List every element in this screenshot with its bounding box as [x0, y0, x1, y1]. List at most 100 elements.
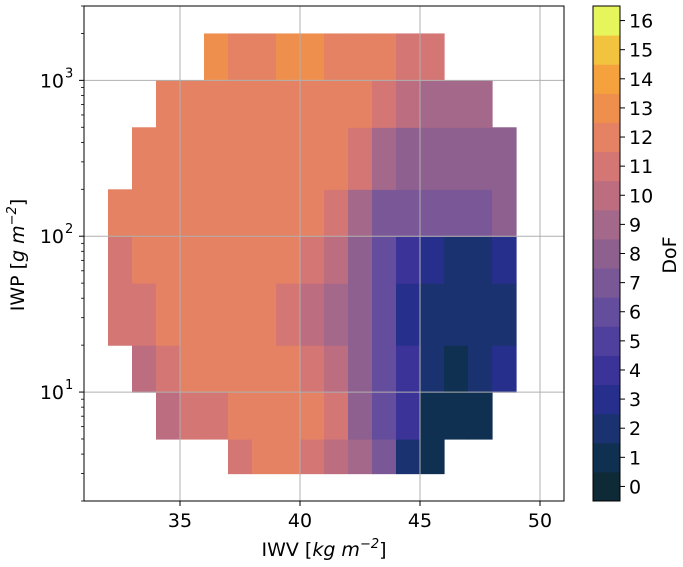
y-axis-label: IWP [g m−2]: [5, 199, 29, 312]
y-tick-base: 10: [40, 70, 64, 92]
colorbar-segment: [593, 122, 620, 153]
x-axis-label-close: ]: [379, 539, 386, 561]
heatmap-cell: [468, 283, 493, 346]
y-tick-exponent: 2: [65, 222, 73, 237]
heatmap-cell: [252, 392, 277, 440]
x-tick-label: 45: [408, 510, 432, 532]
heatmap-cell: [156, 127, 181, 190]
colorbar-segment: [593, 442, 620, 473]
y-tick-exponent: 1: [65, 378, 73, 393]
x-axis-label-exponent: −2: [360, 537, 379, 552]
colorbar-tick-label: 2: [629, 418, 641, 440]
heatmap-cell: [252, 33, 277, 81]
heatmap-cell: [204, 283, 229, 346]
heatmap-cell: [444, 127, 469, 190]
heatmap-cell: [276, 80, 301, 128]
colorbar: [593, 6, 620, 502]
heatmap-cell: [420, 392, 445, 440]
heatmap-cell: [156, 189, 181, 237]
heatmap-cell: [156, 345, 181, 393]
x-axis-ticks: 35 40 45 50: [168, 501, 552, 532]
heatmap-cell: [276, 283, 301, 346]
heatmap-cell: [108, 189, 133, 237]
heatmap-cell: [420, 438, 445, 475]
heatmap-cell: [180, 80, 205, 128]
heatmap-cell: [420, 33, 445, 81]
heatmap-cell: [156, 236, 181, 284]
heatmap-cell: [348, 392, 373, 440]
heatmap-cell: [396, 438, 421, 475]
heatmap-cell: [276, 33, 301, 81]
heatmap-cell: [156, 283, 181, 346]
heatmap-cell: [396, 345, 421, 393]
heatmap-cell: [276, 345, 301, 393]
colorbar-segment: [593, 238, 620, 269]
heatmap-cell: [468, 345, 493, 393]
heatmap-cell: [324, 33, 349, 81]
x-tick-label: 35: [168, 510, 192, 532]
heatmap-cell: [228, 236, 253, 284]
y-tick-base: 10: [40, 382, 64, 404]
heatmap-cell: [348, 189, 373, 237]
colorbar-tick-label: 6: [629, 302, 641, 324]
heatmap-cell: [444, 236, 469, 284]
heatmap-cell: [348, 127, 373, 190]
heatmap-cells: [108, 33, 517, 475]
colorbar-tick-label: 16: [629, 11, 653, 33]
heatmap-cell: [300, 392, 325, 440]
heatmap-cell: [444, 80, 469, 128]
heatmap-cell: [204, 80, 229, 128]
heatmap-cell: [228, 345, 253, 393]
colorbar-segment: [593, 384, 620, 415]
heatmap-cell: [180, 236, 205, 284]
heatmap-cell: [468, 189, 493, 237]
heatmap-cell: [444, 392, 469, 440]
heatmap-cell: [372, 236, 397, 284]
heatmap-cell: [252, 189, 277, 237]
heatmap-cell: [156, 80, 181, 128]
colorbar-tick-label: 15: [629, 40, 653, 62]
heatmap-cell: [132, 283, 157, 346]
colorbar-tick-label: 0: [629, 476, 641, 498]
colorbar-tick-label: 3: [629, 389, 641, 411]
heatmap-cell: [348, 345, 373, 393]
colorbar-segment: [593, 471, 620, 502]
colorbar-segment: [593, 413, 620, 444]
heatmap-cell: [252, 236, 277, 284]
heatmap-cell: [204, 345, 229, 393]
heatmap-cell: [468, 392, 493, 440]
colorbar-tick-label: 10: [629, 185, 653, 207]
heatmap-cell: [228, 392, 253, 440]
y-tick-base: 10: [40, 226, 64, 248]
heatmap-cell: [300, 127, 325, 190]
y-tick-label: 10: [40, 226, 64, 248]
heatmap-cell: [228, 127, 253, 190]
heatmap-cell: [132, 189, 157, 237]
heatmap-cell: [492, 189, 517, 237]
colorbar-segment: [593, 326, 620, 356]
colorbar-tick-label: 13: [629, 98, 653, 120]
x-tick-label: 40: [288, 510, 312, 532]
heatmap-cell: [180, 345, 205, 393]
heatmap-cell: [372, 345, 397, 393]
y-axis-label-unit: g m: [7, 225, 29, 262]
heatmap-cell: [348, 283, 373, 346]
colorbar-tick-label: 4: [629, 360, 641, 382]
colorbar-label: DoF: [659, 236, 681, 273]
heatmap-cell: [204, 127, 229, 190]
x-axis-label-main: IWV [: [261, 539, 312, 561]
heatmap-cell: [252, 127, 277, 190]
heatmap-cell: [348, 438, 373, 475]
heatmap-cell: [420, 283, 445, 346]
y-tick-label: 10: [40, 382, 64, 404]
heatmap-cell: [300, 189, 325, 237]
heatmap-cell: [108, 236, 133, 284]
heatmap-cell: [204, 392, 229, 440]
heatmap-cell: [420, 127, 445, 190]
heatmap-cell: [276, 127, 301, 190]
heatmap-cell: [396, 80, 421, 128]
heatmap-cell: [348, 236, 373, 284]
